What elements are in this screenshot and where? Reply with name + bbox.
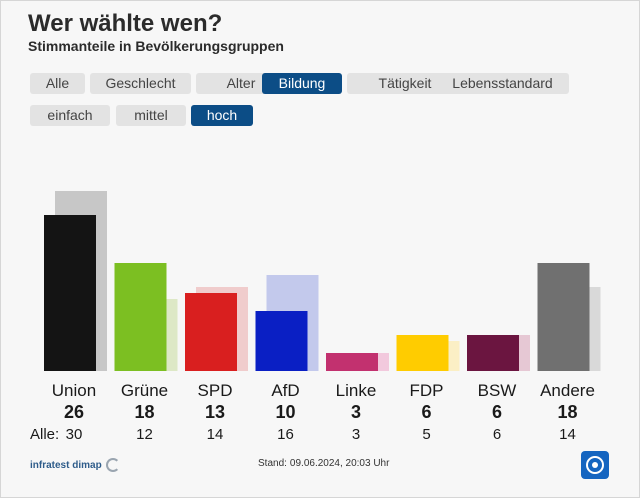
value-grüne: 18 <box>134 402 154 422</box>
label-andere: Andere <box>540 381 595 400</box>
bar-union <box>44 215 96 371</box>
label-spd: SPD <box>198 381 233 400</box>
bar-linke <box>326 353 378 371</box>
bar-bsw <box>467 335 519 371</box>
compare-label: Alle: <box>30 426 59 443</box>
tab-alle[interactable]: Alle <box>30 73 85 94</box>
page-title: Wer wählte wen? <box>28 10 223 37</box>
compare-value-bsw: 6 <box>493 426 501 443</box>
compare-value-fdp: 5 <box>422 426 430 443</box>
tab-bildung[interactable]: Bildung <box>262 73 342 94</box>
compare-value-union: 30 <box>66 426 83 443</box>
stand-label: Stand: <box>258 458 287 469</box>
timestamp: Stand: 09.06.2024, 20:03 Uhr <box>258 458 389 469</box>
value-afd: 10 <box>275 402 295 422</box>
source-credit: infratest dimap <box>30 458 120 472</box>
source-label: infratest dimap <box>30 459 102 471</box>
bar-grüne <box>114 263 167 371</box>
stand-value: 09.06.2024, 20:03 Uhr <box>289 458 390 469</box>
value-linke: 3 <box>351 402 361 422</box>
tagesschau-logo-glyph <box>586 456 604 474</box>
value-bsw: 6 <box>492 402 502 422</box>
tagesschau-logo-icon[interactable] <box>581 451 609 479</box>
value-fdp: 6 <box>421 402 431 422</box>
compare-value-andere: 14 <box>559 426 576 443</box>
value-union: 26 <box>64 402 84 422</box>
tab-taetigkeit[interactable]: Tätigkeit <box>347 73 463 94</box>
bar-spd <box>185 293 237 371</box>
subtab-einfach[interactable]: einfach <box>30 105 110 126</box>
page-subtitle: Stimmanteile in Bevölkerungsgruppen <box>28 38 284 54</box>
subtab-mittel[interactable]: mittel <box>116 105 186 126</box>
tab-geschlecht[interactable]: Geschlecht <box>90 73 191 94</box>
vote-share-chart: Union 26 30 Grüne 18 12 SPD 13 14 AfD 10 16 Linke 3 3 F… <box>30 191 601 443</box>
compare-value-afd: 16 <box>277 426 294 443</box>
tab-lebensstandard[interactable]: Lebensstandard <box>436 73 569 94</box>
value-andere: 18 <box>557 402 577 422</box>
label-linke: Linke <box>336 381 377 400</box>
label-grüne: Grüne <box>121 381 168 400</box>
label-bsw: BSW <box>478 381 517 400</box>
compare-value-grüne: 12 <box>136 426 153 443</box>
compare-value-spd: 14 <box>207 426 224 443</box>
label-fdp: FDP <box>410 381 444 400</box>
bar-andere <box>537 263 590 371</box>
bar-afd <box>255 311 308 371</box>
compare-value-linke: 3 <box>352 426 360 443</box>
bar-fdp <box>396 335 449 371</box>
infratest-logo-icon <box>105 458 120 472</box>
label-union: Union <box>52 381 96 400</box>
value-spd: 13 <box>205 402 225 422</box>
subtab-hoch[interactable]: hoch <box>191 105 253 126</box>
label-afd: AfD <box>271 381 299 400</box>
